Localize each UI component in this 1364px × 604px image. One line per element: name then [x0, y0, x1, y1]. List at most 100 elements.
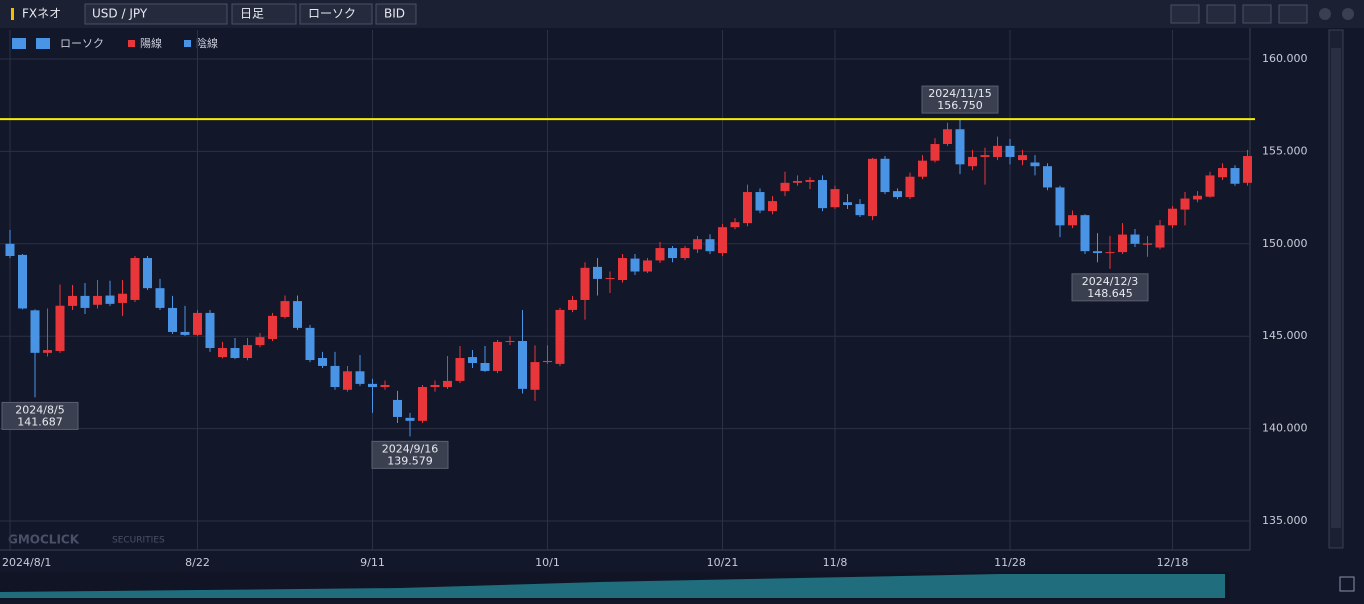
close-button[interactable]: [1342, 8, 1354, 20]
candle-body: [68, 295, 77, 306]
candle-body: [668, 248, 677, 259]
candle-body: [755, 192, 765, 211]
camera-button[interactable]: [1242, 4, 1272, 24]
annotation-value: 141.687: [17, 415, 63, 428]
annotation-date: 2024/9/16: [382, 442, 438, 455]
candle-body: [255, 337, 265, 346]
candle-body: [1243, 156, 1252, 183]
candle-body: [893, 191, 902, 198]
legend-toggle[interactable]: [36, 38, 50, 49]
candle-body: [805, 180, 815, 182]
candle-body: [1118, 234, 1127, 253]
price-type-select[interactable]: [375, 3, 417, 25]
style-select[interactable]: [299, 3, 373, 25]
window-button[interactable]: [1278, 4, 1308, 24]
candle-body: [368, 383, 377, 388]
tool-button[interactable]: [1206, 4, 1236, 24]
watermark: GMOCLICK: [8, 533, 80, 547]
annotation-date: 2024/11/15: [928, 87, 991, 100]
annotation-box: [1071, 273, 1149, 302]
candle-body: [230, 348, 240, 359]
x-tick-label: 2024/8/1: [2, 556, 51, 569]
candle-body: [680, 248, 690, 259]
x-tick-label: 11/8: [823, 556, 848, 569]
candle-body: [1093, 251, 1102, 254]
candle-body: [793, 180, 802, 183]
annotation-box: [921, 85, 999, 114]
candle-body: [768, 201, 777, 212]
candle-body: [205, 312, 215, 349]
candle-body: [193, 312, 202, 335]
candle-body: [1180, 198, 1190, 210]
legend-icon[interactable]: [12, 38, 26, 49]
navigator-area: [0, 574, 1225, 598]
period-select[interactable]: [231, 3, 297, 25]
annotation-value: 148.645: [1087, 287, 1133, 300]
candle-body: [518, 341, 527, 389]
candle-body: [568, 299, 577, 310]
candle-body: [918, 160, 927, 177]
candle-body: [630, 258, 640, 272]
candle-body: [993, 145, 1002, 157]
period: 日足: [240, 7, 264, 21]
candle-body: [380, 384, 390, 388]
scroll-thumb[interactable]: [1331, 48, 1341, 528]
candle-body: [105, 295, 115, 304]
candle-body: [130, 258, 140, 300]
annotation-box: [371, 440, 449, 469]
candle-body: [743, 192, 752, 224]
x-tick-label: 8/22: [185, 556, 210, 569]
y-tick-label: 155.000: [1262, 144, 1308, 157]
chart-style: ローソク: [308, 7, 356, 21]
candle-body: [593, 266, 602, 279]
y-tick-label: 140.000: [1262, 422, 1308, 435]
candle-body: [293, 301, 302, 328]
candle-body: [430, 384, 440, 388]
candle-body: [480, 362, 490, 371]
candle-body: [943, 129, 952, 145]
candle-body: [930, 144, 940, 161]
candle-body: [118, 293, 127, 303]
candle-body: [330, 365, 340, 388]
candle-body: [618, 258, 627, 281]
candle-body: [643, 260, 652, 272]
legend-style: ローソク: [60, 37, 104, 50]
pair: USD / JPY: [92, 7, 148, 21]
candle-body: [443, 380, 452, 388]
candle-body: [155, 288, 165, 308]
watermark-sub: SECURITIES: [112, 536, 165, 546]
candle-body: [1105, 252, 1115, 254]
max-button[interactable]: [1319, 8, 1331, 20]
app-name: FXネオ: [22, 7, 61, 21]
price-type: BID: [384, 7, 405, 21]
candle-body: [418, 387, 427, 421]
candle-body: [1018, 155, 1027, 161]
candle-body: [1130, 234, 1140, 244]
legend-down: 陰線: [196, 36, 218, 50]
candle-body: [530, 362, 540, 390]
annotation-value: 139.579: [387, 454, 433, 467]
candle-body: [93, 295, 102, 305]
candle-body: [168, 307, 177, 332]
candle-body: [555, 309, 565, 364]
annotation-date: 2024/12/3: [1082, 275, 1138, 288]
fit-button[interactable]: [1339, 576, 1355, 592]
legend-up: 陽線: [140, 36, 162, 50]
pair-select[interactable]: [84, 3, 228, 25]
candle-body: [243, 345, 252, 359]
y-tick-label: 150.000: [1262, 237, 1308, 250]
candle-body: [355, 371, 365, 384]
candle-body: [543, 360, 552, 363]
candle-body: [968, 156, 977, 167]
candle-body: [705, 239, 715, 252]
candle-body: [43, 350, 52, 353]
annotation-value: 156.750: [937, 99, 983, 112]
annotation-date: 2024/8/5: [15, 403, 64, 416]
candle-body: [1030, 162, 1040, 167]
candle-body: [305, 327, 315, 361]
candle-body: [1005, 145, 1015, 157]
candle-body: [718, 227, 727, 254]
tool-button[interactable]: [1170, 4, 1200, 24]
